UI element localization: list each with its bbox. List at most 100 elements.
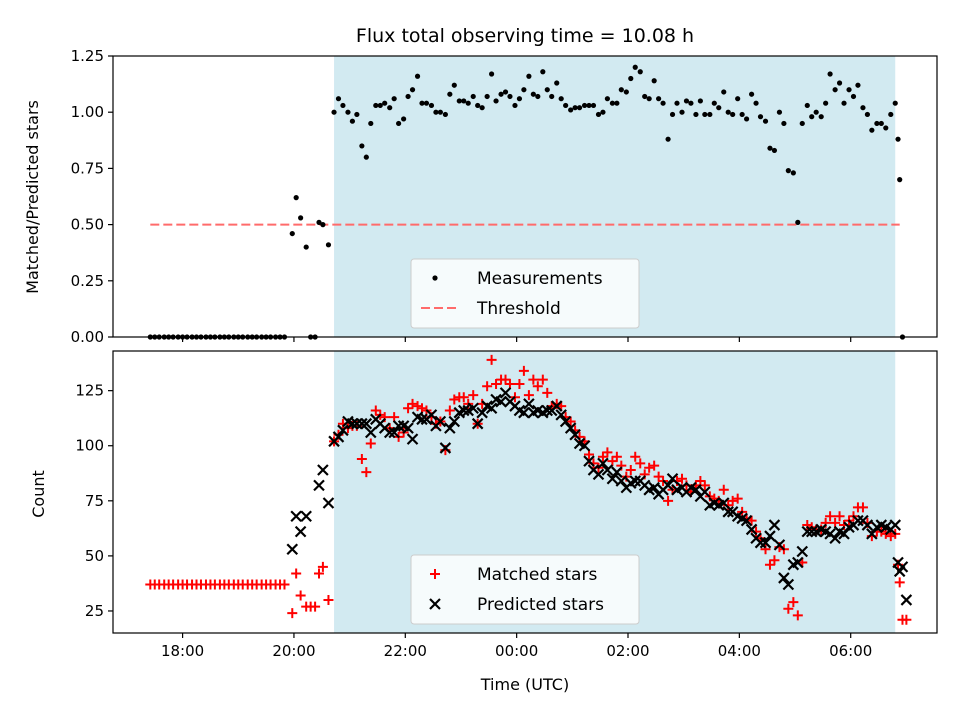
measurement-point — [335, 96, 342, 102]
measurement-point — [409, 87, 416, 93]
predicted-stars-point — [838, 528, 850, 540]
matched-stars-point — [718, 484, 729, 495]
matched-stars-point — [356, 453, 367, 464]
count-x-tick-label: 18:00 — [161, 642, 204, 660]
matched-stars-point — [370, 405, 381, 416]
measurement-point — [730, 111, 736, 118]
matched-stars-point — [482, 381, 493, 392]
measurement-point — [642, 93, 648, 100]
matched-stars-point — [732, 493, 743, 504]
predicted-stars-point — [740, 514, 753, 527]
matched-stars-point — [727, 495, 738, 506]
measurement-point — [781, 120, 787, 127]
measurement-point — [651, 78, 657, 84]
count-legend-label: Predicted stars — [477, 595, 604, 615]
measurement-point — [785, 168, 791, 174]
predicted-stars-point — [476, 406, 488, 419]
matched-stars-point — [783, 603, 794, 614]
count-legend-label: Matched stars — [477, 565, 597, 585]
measurement-point — [888, 111, 894, 118]
count-y-tick-label: 100 — [75, 437, 104, 455]
predicted-stars-point — [583, 455, 595, 467]
ratio-axes-frame — [112, 55, 938, 338]
matched-stars-point — [279, 579, 290, 590]
predicted-stars-point — [861, 519, 874, 531]
ratio-legend: Measurements Threshold — [410, 258, 640, 329]
measurement-point — [707, 111, 713, 118]
measurement-point — [753, 100, 759, 106]
matched-stars-point — [500, 374, 511, 385]
measurement-point — [419, 100, 425, 106]
measurement-point — [757, 114, 764, 120]
predicted-stars-point — [518, 406, 530, 419]
predicted-stars-point — [782, 578, 795, 591]
measurement-point — [345, 109, 351, 115]
ratio-y-tick-label: 0.00 — [71, 328, 104, 346]
measurement-point — [405, 93, 411, 100]
predicted-stars-point — [457, 404, 470, 417]
matched-stars-point — [537, 374, 548, 385]
measurement-point — [874, 120, 880, 127]
measurement-point — [521, 87, 527, 93]
measurement-point — [836, 80, 843, 86]
predicted-stars-point — [889, 519, 902, 531]
x-axis-label: Time (UTC) — [480, 675, 569, 694]
predicted-stars-point — [900, 594, 913, 606]
predicted-stars-point — [564, 422, 577, 434]
predicted-stars-point — [764, 530, 776, 542]
matched-stars-point — [486, 354, 497, 365]
predicted-stars-point — [448, 415, 461, 428]
predicted-stars-point — [569, 428, 581, 441]
measurement-point — [604, 96, 611, 102]
measurement-point — [628, 75, 634, 82]
matched-stars-point — [764, 559, 775, 570]
measurement-point — [447, 91, 453, 97]
predicted-stars-point — [559, 415, 572, 428]
predicted-stars-point — [360, 417, 373, 430]
measurement-point — [804, 102, 810, 109]
measurement-point — [512, 102, 518, 109]
predicted-stars-point — [416, 413, 428, 426]
measurement-point — [646, 96, 652, 102]
ratio-axes: 0.00 0.25 0.50 0.75 1.00 1.25 — [71, 47, 938, 346]
measurement-point — [391, 96, 397, 102]
matched-stars-point — [412, 401, 423, 412]
predicted-stars-point — [578, 439, 591, 452]
matched-stars-point — [528, 374, 539, 385]
measurement-point — [576, 105, 583, 111]
measurement-point — [669, 111, 676, 118]
predicted-stars-point — [648, 481, 660, 494]
measurement-point — [660, 100, 666, 106]
matched-stars-point — [788, 597, 799, 608]
measurement-point — [818, 114, 824, 120]
measurement-point — [502, 89, 509, 95]
measurement-point — [869, 127, 875, 133]
measurement-point — [316, 219, 322, 225]
predicted-stars-point — [346, 417, 359, 430]
chart-title: Flux total observing time = 10.08 h — [356, 25, 694, 47]
measurement-point — [484, 93, 490, 100]
measurement-point — [507, 93, 513, 100]
measurement-point — [320, 222, 326, 228]
matched-stars-point — [630, 451, 641, 462]
matched-stars-point — [444, 405, 455, 416]
measurement-point — [683, 98, 690, 104]
matched-stars-point — [677, 473, 688, 484]
matched-stars-point — [532, 381, 543, 392]
measurement-point — [331, 109, 337, 115]
ratio-y-tick-label: 0.75 — [71, 159, 104, 177]
count-y-axis-label: Count — [29, 470, 48, 518]
predicted-stars-point — [592, 468, 605, 481]
predicted-stars-point — [439, 442, 452, 454]
predicted-stars-point — [322, 497, 335, 509]
measurement-point — [303, 244, 309, 250]
measurement-point — [558, 96, 564, 102]
predicted-stars-point — [601, 464, 614, 476]
measurement-point — [637, 69, 643, 75]
predicted-stars-point — [555, 409, 567, 421]
matched-stars-point — [901, 614, 912, 625]
matched-stars-point — [310, 601, 321, 612]
measurement-point — [544, 87, 550, 93]
measurement-point — [771, 147, 778, 154]
count-legend-box — [410, 554, 640, 625]
